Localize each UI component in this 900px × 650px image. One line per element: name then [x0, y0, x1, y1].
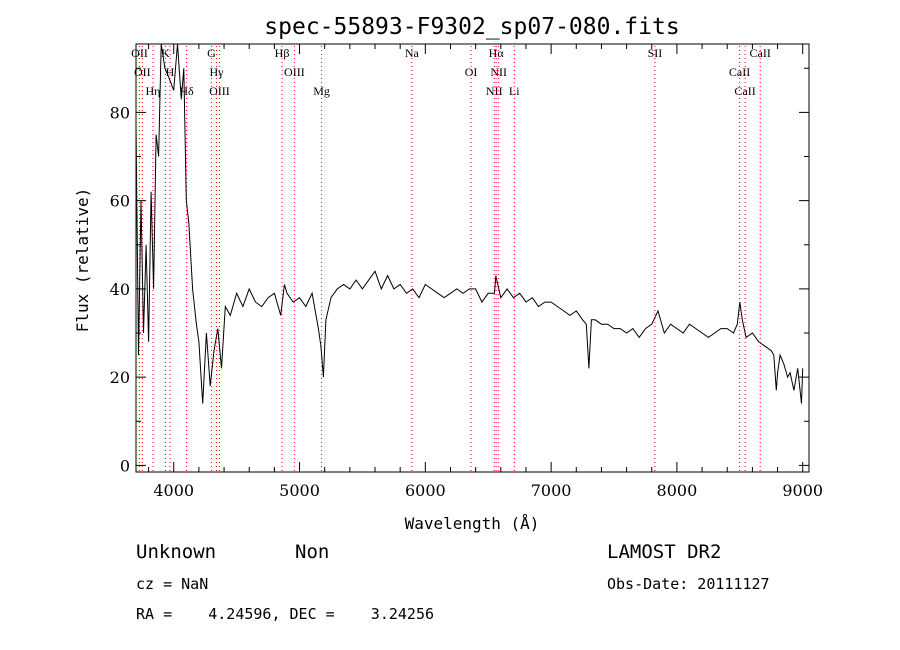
spectral-line-label: K [161, 46, 170, 60]
spectral-line-label: Li [509, 84, 520, 98]
spectral-line-label: CaII [729, 65, 750, 79]
spectral-line-label: OIII [284, 65, 305, 79]
x-tick-label: 6000 [405, 481, 446, 500]
y-tick-label: 20 [110, 368, 130, 387]
spectral-line-markers [139, 46, 761, 472]
plot-frame [135, 43, 810, 473]
spectral-line-label: SII [648, 46, 663, 60]
subclass-text: Non [295, 541, 330, 563]
spectral-line-label: CaII [734, 84, 755, 98]
spectral-line-label: CaII [750, 46, 771, 60]
coordinates-text: RA = 4.24596, DEC = 3.24256 [136, 605, 435, 623]
y-axis: 0 20 40 60 80 [110, 67, 809, 475]
spectral-line-label: Hδ [179, 84, 194, 98]
x-axis-label: Wavelength (Å) [405, 514, 540, 533]
y-tick-label: 80 [110, 103, 130, 122]
y-axis-label: Flux (relative) [73, 188, 92, 333]
x-axis: 4000 5000 6000 7000 8000 9000 [148, 44, 823, 500]
y-tick-label: 60 [110, 192, 130, 211]
cz-text: cz = NaN [136, 575, 209, 593]
x-tick-label: 7000 [531, 481, 572, 500]
chart-title: spec-55893-F9302_sp07-080.fits [264, 14, 679, 40]
spectral-line-label: Na [405, 46, 420, 60]
x-tick-label: 4000 [153, 481, 194, 500]
survey-text: LAMOST DR2 [607, 541, 722, 563]
spectral-line-label: OII [131, 46, 148, 60]
spectral-line-label: OIII [209, 84, 230, 98]
spectral-line-label: NII [490, 65, 507, 79]
spectral-line-label: Hγ [210, 65, 225, 79]
x-tick-label: 5000 [279, 481, 320, 500]
spectral-line-label: H [166, 65, 175, 79]
spectral-line-labels: OIIOIIHηKHHδGHγOIIIHβOIIIMgNaOINIIHαNIIL… [131, 46, 771, 98]
spectral-line-label: Hη [146, 84, 161, 98]
spectral-line-label: OI [465, 65, 478, 79]
y-tick-label: 0 [120, 456, 130, 475]
obs-date-text: Obs-Date: 20111127 [607, 575, 770, 593]
spectrum-series-line [135, 43, 804, 404]
spectral-line-label: G [207, 46, 216, 60]
spectral-line-label: Hβ [275, 46, 290, 60]
spectral-line-label: Mg [313, 84, 330, 98]
spectral-line-label: Hα [489, 46, 505, 60]
object-class-text: Unknown [136, 541, 217, 563]
x-tick-label: 8000 [657, 481, 698, 500]
y-tick-label: 40 [110, 280, 130, 299]
spectral-line-label: NII [486, 84, 503, 98]
x-tick-label: 9000 [782, 481, 823, 500]
